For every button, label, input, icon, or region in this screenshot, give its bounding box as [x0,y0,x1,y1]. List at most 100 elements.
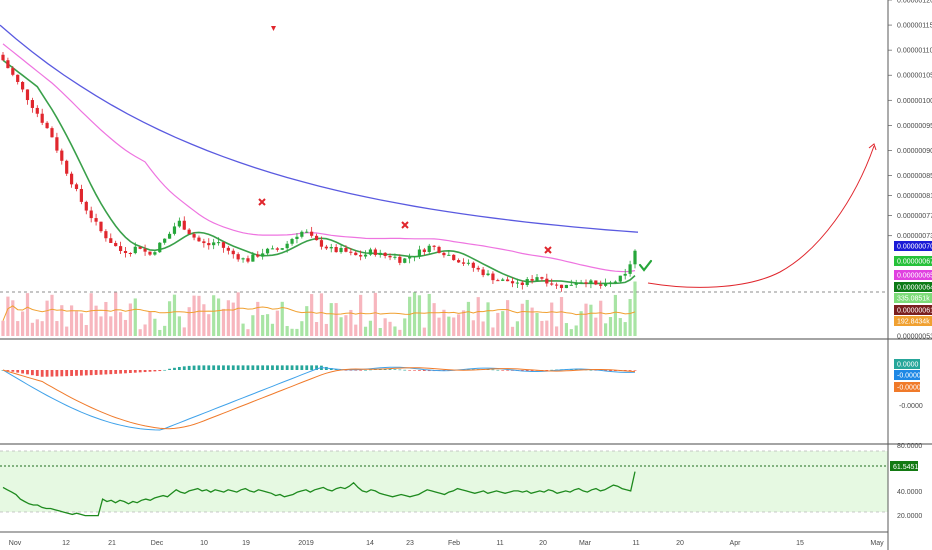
macd-histogram-bar [525,370,529,372]
candle-body [334,247,338,253]
candle-body [633,250,637,265]
volume-bar [84,324,88,336]
volume-bar [128,303,132,336]
macd-tag-label: -0.0000 [897,385,921,392]
volume-bar [118,312,123,336]
candle-body [378,252,382,255]
macd-histogram-bar [266,365,269,370]
candle-body [182,220,186,230]
volume-bar [584,303,588,336]
volume-bar [633,281,637,336]
volume-bar [138,329,142,336]
sell-signal-icon [401,221,409,229]
volume-bar [545,320,549,336]
price-tag-label: 0.00000067 [897,259,932,266]
date-label: Dec [151,540,164,547]
candle-body [594,280,598,285]
volume-bar [251,315,255,336]
volume-bar [363,326,368,336]
candle-body [133,246,137,254]
macd-histogram-bar [285,365,289,370]
candle-body [461,262,466,264]
volume-bar [564,323,569,336]
volume-bar [270,323,275,336]
candle-body [388,255,392,258]
date-label: Apr [730,540,742,547]
candle-body [153,252,157,255]
price-axis[interactable]: 0.00000120 0.00000115 0.00000110 0.00000105… [887,0,932,550]
candle-body [579,282,583,284]
candle-body [530,279,534,281]
candle-body [35,107,39,114]
macd-histogram-bar [114,370,118,374]
date-label: Feb [448,540,460,547]
volume-bar [329,303,333,336]
volume-bar [339,317,343,336]
volume-bar [153,318,157,336]
macd-histogram-bar [364,369,367,371]
macd-histogram-bar [173,367,176,370]
candle-body [363,254,368,257]
candle-body [359,255,363,257]
candle-body [172,226,177,234]
volume-bar [594,317,598,336]
macd-histogram-bar [310,365,314,370]
price-tick-label: 0.00000090 [897,148,932,155]
candle-body [324,246,328,249]
candle-body [30,100,34,108]
macd-histogram-bar [182,366,186,370]
volume-bar [574,325,578,336]
macd-panel[interactable] [1,365,637,431]
macd-histogram-bar [226,365,230,370]
macd-histogram-bar [177,366,181,370]
price-tag [894,256,932,266]
price-panel[interactable] [0,24,888,336]
candle-body [261,253,265,257]
macd-histogram-bar [231,365,235,370]
candle-body [236,254,240,260]
volume-bar [589,304,593,336]
macd-histogram-bar [50,370,54,377]
candle-body [275,248,279,250]
volume-bar [143,324,147,336]
volume-bar [491,327,495,336]
price-tag [894,282,932,292]
candle-body [339,247,343,253]
volume-bar [422,327,426,336]
macd-histogram-bar [261,365,265,370]
mid-ma-line [2,43,636,273]
macd-histogram-bar [138,370,142,373]
volume-bar [613,294,618,336]
volume-bar [623,322,627,336]
macd-histogram-bar [408,370,412,371]
candle-body [550,283,554,285]
volume-bar [535,312,539,336]
macd-histogram-bar [609,370,612,371]
macd-histogram-bar [550,369,554,371]
macd-histogram-bar [256,365,260,370]
price-tag-label: 0.00000070 [897,244,932,251]
fast-ma-line [2,59,636,285]
candle-body [251,254,255,262]
candle-body [525,279,529,285]
volume-bar [599,300,603,336]
rsi-band [0,451,888,512]
time-axis[interactable]: Nov 12 21 Dec 10 19 2019 14 23 Feb 11 20 Mar 11 20 Apr 1… [0,531,888,547]
volume-bar [550,302,554,336]
volume-bar [442,309,446,336]
candle-body [123,251,128,254]
macd-histogram-bar [207,365,211,370]
volume-bar [452,317,456,336]
date-label: 11 [496,540,503,547]
volume-bar [45,300,49,336]
volume-bar [197,295,201,336]
candle-body [84,201,88,211]
candle-body [16,74,20,82]
rsi-panel[interactable] [0,450,888,517]
price-tick-label: 0.00000073 [897,233,932,240]
volume-bar [104,301,108,336]
candle-body [138,246,142,249]
volume-bar [69,305,74,336]
candle-body [109,238,113,243]
